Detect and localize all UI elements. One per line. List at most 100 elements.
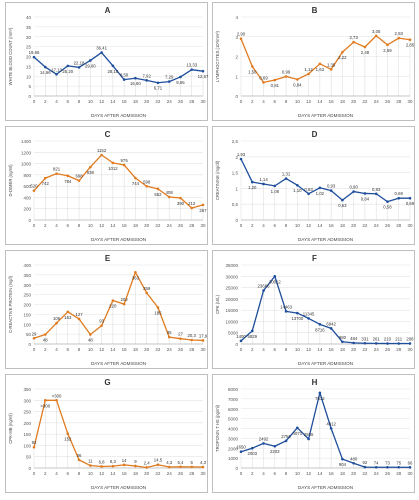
data-label: 0,93 <box>327 184 336 189</box>
data-label: 1,50 <box>248 69 257 74</box>
data-point <box>307 192 310 196</box>
y-axis-label: LYMPHOCYTES (10³/mm³) <box>215 30 220 81</box>
y-tick-label: 5 <box>28 84 31 89</box>
series-line <box>240 392 411 468</box>
data-label: 2,4 <box>144 460 151 465</box>
x-tick-label: 2 <box>44 347 47 352</box>
data-label: 73 <box>385 460 390 465</box>
x-tick-label: 12 <box>306 99 312 104</box>
data-point <box>318 62 322 66</box>
x-tick-label: 30 <box>200 347 206 352</box>
data-label: 2,90 <box>237 32 246 37</box>
y-tick-label: 25 <box>26 45 32 50</box>
x-tick-label: 28 <box>189 223 195 228</box>
y-tick-label: 100 <box>23 443 31 448</box>
data-point <box>329 327 333 330</box>
x-tick-label: 22 <box>362 223 368 228</box>
data-label: 742 <box>42 181 50 186</box>
data-point <box>122 163 126 167</box>
data-label: 261 <box>373 336 381 341</box>
x-tick-label: 26 <box>178 223 184 228</box>
x-tick-label: 12 <box>99 99 105 104</box>
data-label: 2003 <box>247 451 257 456</box>
data-label: 16,60 <box>130 81 141 86</box>
data-label: 1,12 <box>304 67 313 72</box>
x-tick-label: 6 <box>274 99 277 104</box>
data-label: 27 <box>178 332 183 337</box>
data-label: 980 <box>339 335 347 340</box>
x-tick-label: 4 <box>262 223 265 228</box>
y-tick-label: 15000 <box>225 308 238 313</box>
y-tick-label: 350 <box>23 387 31 392</box>
data-point <box>250 446 254 450</box>
x-tick-label: 30 <box>407 347 413 352</box>
series-line <box>240 275 411 345</box>
data-point <box>250 329 254 333</box>
y-tick-label: 0 <box>235 94 238 99</box>
x-tick-label: 14 <box>317 99 323 104</box>
data-point <box>284 75 288 78</box>
x-tick-label: 8 <box>285 99 288 104</box>
data-point <box>167 465 171 469</box>
y-tick-label: 20 <box>26 55 32 60</box>
data-label: 8,3 <box>110 459 117 464</box>
data-label: 1152 <box>97 148 107 153</box>
data-point <box>273 78 277 82</box>
y-axis-label: WHITE BLOOD COUNT (mm³) <box>8 27 13 85</box>
data-label: 2,73 <box>349 35 358 40</box>
data-point <box>239 339 243 343</box>
data-point <box>307 437 310 441</box>
data-label: 74 <box>374 460 379 465</box>
y-tick-label: 200 <box>23 421 31 426</box>
data-label: 6,8 <box>99 459 106 464</box>
x-tick-label: 2 <box>251 471 254 476</box>
x-tick-label: 16 <box>122 223 128 228</box>
y-tick-label: 1000 <box>21 162 32 167</box>
data-label: 11345 <box>303 311 315 316</box>
data-label: 210 <box>384 337 392 342</box>
x-tick-label: 12 <box>306 471 312 476</box>
data-point <box>43 65 47 69</box>
data-point <box>408 196 412 200</box>
y-tick-label: 300 <box>23 398 31 403</box>
x-tick-label: 2 <box>251 347 254 352</box>
x-tick-label: 4 <box>262 471 265 476</box>
chart-title: D <box>312 130 318 139</box>
y-tick-label: 0 <box>235 466 238 471</box>
x-tick-label: 20 <box>351 223 357 228</box>
data-label: 14,5 <box>154 458 163 463</box>
x-tick-label: 18 <box>133 471 139 476</box>
data-label: 698 <box>75 174 83 179</box>
data-label: >300 <box>52 393 62 398</box>
series-line <box>33 51 204 84</box>
x-tick-label: 28 <box>396 471 402 476</box>
data-label: 11 <box>88 459 93 464</box>
x-tick-label: 2 <box>44 471 47 476</box>
x-tick-label: 22 <box>155 471 161 476</box>
data-point <box>100 51 103 54</box>
data-point <box>32 55 36 59</box>
y-tick-label: 800 <box>23 173 31 178</box>
chart-title: E <box>105 254 111 263</box>
data-label: 6942 <box>326 321 336 326</box>
x-tick-label: 18 <box>133 347 139 352</box>
data-label: 48 <box>43 338 48 343</box>
data-label: 185 <box>154 310 162 315</box>
data-point <box>66 64 70 68</box>
data-label: 1,31 <box>282 172 291 177</box>
x-tick-label: 16 <box>329 99 335 104</box>
x-tick-label: 28 <box>396 347 402 352</box>
x-tick-label: 26 <box>178 347 184 352</box>
data-label: 5,4 <box>177 460 184 465</box>
data-label: 390 <box>177 201 185 206</box>
data-point <box>397 465 401 469</box>
x-tick-label: 30 <box>200 99 206 104</box>
x-tick-label: 16 <box>122 347 128 352</box>
data-point <box>374 34 378 38</box>
x-tick-label: 14 <box>110 347 116 352</box>
data-label: 2,93 <box>395 31 404 36</box>
data-point <box>111 464 115 468</box>
